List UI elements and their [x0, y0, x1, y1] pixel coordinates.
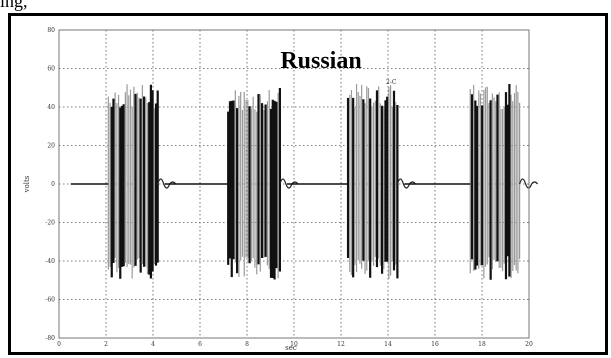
- signal-ringing-tail: [157, 178, 177, 189]
- plot-area-border: [58, 29, 530, 339]
- signal-bursts: [107, 84, 539, 280]
- x-tick-label: 4: [151, 341, 155, 348]
- y-tick-label: -40: [45, 258, 55, 265]
- signal-burst: [469, 84, 539, 280]
- signal-ringing-tail: [396, 178, 416, 189]
- y-tick-label: 0: [51, 181, 55, 188]
- y-tick-label: -20: [45, 220, 55, 227]
- signal-burst: [346, 84, 416, 279]
- x-tick-label: 10: [290, 341, 298, 348]
- y-tick-label: 40: [47, 104, 55, 111]
- annotation-label: 2-C: [386, 79, 397, 86]
- y-tick-label: 20: [47, 143, 55, 150]
- signal-ringing-tail: [279, 178, 299, 189]
- signal-burst: [227, 87, 299, 280]
- y-tick-label: -80: [45, 335, 55, 342]
- chart-title: Russian: [280, 48, 361, 74]
- x-tick-label: 6: [198, 341, 202, 348]
- x-tick-label: 14: [384, 341, 392, 348]
- signal-burst: [107, 84, 177, 279]
- x-tick-label: 16: [431, 341, 439, 348]
- x-tick-label: 8: [245, 341, 249, 348]
- x-axis-label: sec: [285, 344, 297, 352]
- grid: [59, 30, 529, 338]
- y-tick-label: 60: [47, 66, 55, 73]
- y-axis-label: volts: [23, 175, 31, 193]
- y-tick-label: -60: [45, 297, 55, 304]
- x-tick-label: 20: [525, 341, 533, 348]
- oscilloscope-chart: 0 2 4 6 8 10 12 14 16 18 20 80 60 40 20 0 -20 -40 -60 -80 R…: [11, 16, 605, 352]
- x-tick-label: 12: [337, 341, 345, 348]
- x-tick-label: 0: [57, 341, 61, 348]
- x-tick-label: 18: [478, 341, 486, 348]
- preceding-text-fragment: ing,: [0, 0, 28, 11]
- tick-labels: 0 2 4 6 8 10 12 14 16 18 20 80 60 40 20 0 -20 -40 -60 -80: [45, 27, 533, 348]
- y-tick-label: 80: [47, 27, 55, 34]
- x-tick-label: 2: [104, 341, 108, 348]
